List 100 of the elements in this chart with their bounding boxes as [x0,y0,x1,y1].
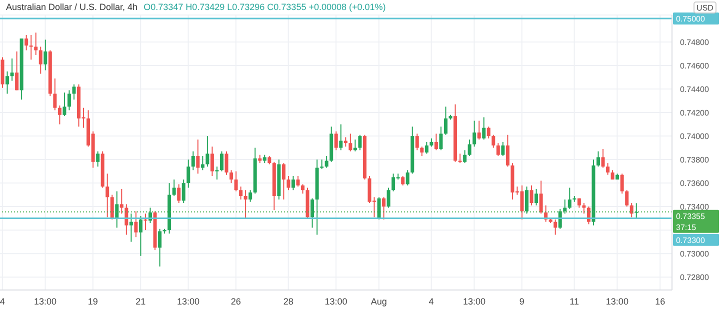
candlestick [506,134,510,168]
candlestick [244,190,248,219]
candlestick [186,159,190,188]
candlestick [191,150,195,171]
ref-line-label: 0.73355 37:15 [676,212,706,232]
candlestick [210,146,214,177]
candlestick [120,188,124,214]
candlestick [563,199,567,214]
x-tick-label: 13:00 [176,296,200,306]
candlestick [239,186,243,200]
candlestick [486,126,490,139]
candlestick [444,106,448,136]
candlestick [34,32,38,56]
candlestick [530,184,534,206]
candlestick [234,170,238,192]
candlestick [525,186,529,214]
candlestick [310,198,314,228]
x-tick-label: 13:00 [34,296,57,306]
candlestick [67,90,71,111]
candlestick [6,70,10,94]
x-tick-label: 19 [88,296,98,306]
candlestick [58,104,62,125]
candlestick [177,184,181,204]
candlestick [200,156,204,171]
candlestick [324,156,328,168]
candlestick [534,188,538,206]
candlestick [124,204,128,236]
candlestick [472,120,476,148]
candlestick [134,210,138,238]
candlestick [301,184,305,194]
candlestick [554,218,558,236]
candlestick [477,120,481,140]
candlestick [296,176,300,188]
candlestick [224,150,228,176]
candlestick [15,50,19,91]
candlestick [382,196,386,220]
candlestick [401,176,405,186]
y-tick-label: 0.73800 [680,155,710,164]
candlestick [439,126,443,151]
y-tick-label: 0.72800 [680,272,710,282]
candlestick [282,162,286,200]
candlestick [129,213,133,242]
candlestick [606,162,610,176]
x-tick-label: 13:00 [606,296,628,306]
y-tick-label: 0.73000 [680,249,710,258]
candlestick [248,190,252,202]
x-tick-label: 26 [230,296,241,306]
candlestick [424,141,428,154]
x-tick-label: 13:00 [324,296,348,306]
candlestick [62,92,66,117]
candlestick [138,215,142,256]
x-tick-label: 13:00 [462,296,486,306]
candlestick [339,124,343,151]
candlestick [406,170,410,186]
candlestick [625,190,629,208]
candlestick [206,136,210,168]
x-tick-label: 9 [519,296,524,306]
candlestick [420,146,424,157]
candlestick [215,166,219,180]
y-tick-label: 0.74400 [680,84,710,94]
candlestick [501,141,505,157]
candlestick [334,130,338,151]
y-tick-label: 0.73400 [680,202,710,212]
x-tick-label: 11 [570,296,579,306]
candlestick [601,148,605,168]
y-tick-label: 0.73600 [680,178,710,188]
y-tick-label: 0.74800 [680,38,710,47]
candlestick [468,139,472,157]
candlestick [115,190,119,228]
ref-line-label: 0.75000 [676,14,706,24]
candlestick [96,150,100,168]
candlestick [634,202,638,220]
x-tick-label: 16 [655,296,666,306]
candlestick [220,150,224,172]
candlestick [386,187,390,208]
x-tick-label: 21 [136,296,146,306]
candlestick [10,58,14,82]
candlestick [434,133,438,151]
candlestick [620,173,624,194]
y-axis-title: USD [696,4,714,12]
candlestick [348,133,352,152]
candlestick [38,46,42,74]
candlestick [172,179,176,196]
candlestick [568,187,572,210]
candlestick [291,176,295,191]
candlestick [320,159,324,170]
candlestick [358,134,362,151]
candlestick [106,173,110,218]
candlestick [158,228,162,267]
chart-subtitle: O0.73347 H0.73429 L0.73296 C0.73355 +0.00008 (+0.01%) [144,2,386,12]
y-tick-label: 0.74000 [680,132,710,141]
candlestick [492,134,496,148]
candlestick [458,153,462,164]
candlestick [44,39,48,71]
candlestick [230,170,234,184]
x-tick-label: 28 [283,296,294,306]
candlestick [415,133,419,151]
candlestick [72,84,76,100]
candlestick [182,179,186,204]
x-tick-label: Aug [370,296,387,306]
